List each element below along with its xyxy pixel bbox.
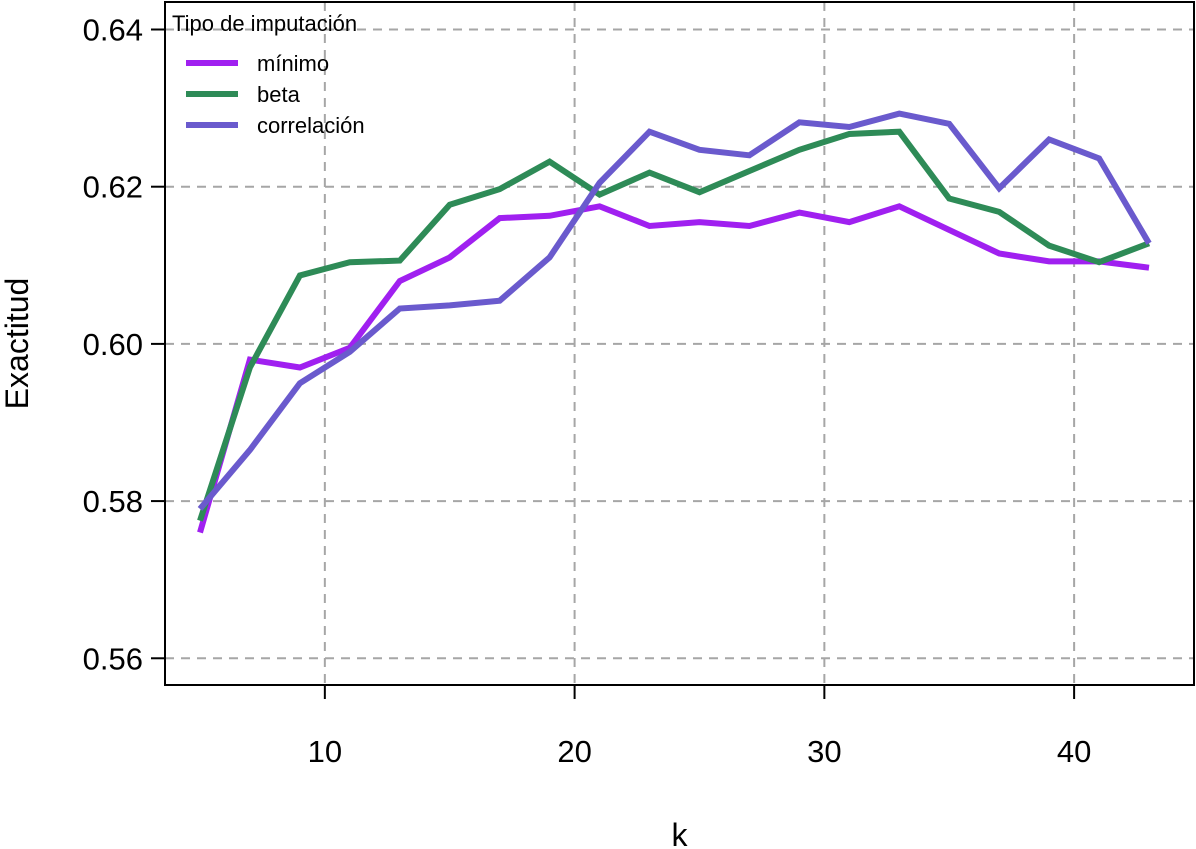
y-axis: 0.56 0.58 0.60 0.62 0.64 [83,13,165,676]
series-line-1 [197,203,1150,534]
legend: Tipo de imputación mínimo beta correlación [172,11,365,138]
y-tick-label: 0.62 [83,170,143,205]
y-tick-label: 0.56 [83,641,143,676]
series-line-3 [197,110,1152,511]
x-tick-label: 10 [308,734,342,769]
series-line-2 [197,128,1151,522]
legend-title: Tipo de imputación [172,11,357,36]
x-tick-label: 40 [1057,734,1091,769]
legend-label: beta [257,82,301,107]
y-tick-label: 0.60 [83,327,143,362]
legend-label: correlación [257,113,365,138]
x-tick-label: 30 [807,734,841,769]
y-axis-title: Exactitud [0,278,35,410]
x-axis-title: k [672,817,689,849]
series-lines [197,110,1152,534]
y-tick-label: 0.64 [83,13,143,48]
legend-label: mínimo [257,51,329,76]
x-tick-label: 20 [557,734,591,769]
x-axis: 10 20 30 40 [308,685,1091,769]
y-tick-label: 0.58 [83,484,143,519]
grid-lines [165,2,1194,685]
